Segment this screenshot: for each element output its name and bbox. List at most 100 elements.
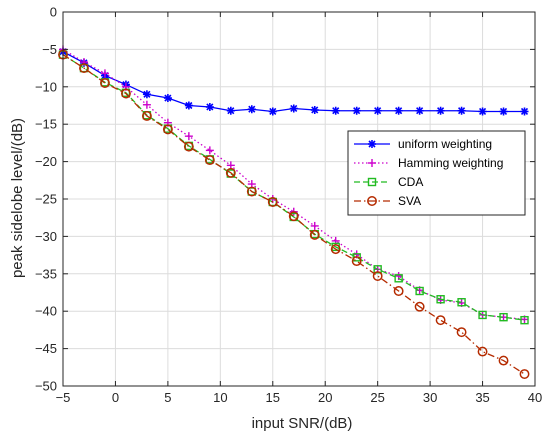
data-point [246, 186, 257, 197]
legend-box [347, 130, 526, 216]
x-tick-label: 30 [423, 390, 437, 405]
data-point [499, 107, 508, 116]
data-point [330, 244, 341, 255]
data-point [163, 94, 172, 103]
legend-label: Hamming weighting [398, 156, 503, 170]
data-point [435, 315, 446, 326]
data-point [268, 107, 277, 116]
y-tick-label: −15 [35, 117, 57, 132]
data-point [120, 88, 131, 99]
data-point [184, 101, 193, 110]
data-point [415, 106, 424, 115]
data-point-stroke [206, 103, 214, 111]
data-point [478, 310, 487, 320]
y-tick-label: −35 [35, 266, 57, 281]
x-tick-label: 20 [318, 390, 332, 405]
legend-marker [368, 140, 376, 148]
data-point [373, 106, 382, 115]
data-point [183, 141, 194, 152]
data-point-stroke [332, 107, 340, 115]
y-tick-label: −5 [42, 42, 57, 57]
data-point [520, 315, 529, 325]
data-point [247, 105, 256, 114]
data-point-stroke [269, 107, 277, 116]
data-point [415, 286, 424, 296]
y-tick-label: −25 [35, 192, 57, 207]
legend-marker [368, 159, 376, 167]
legend-marker [367, 177, 377, 187]
data-point [226, 106, 235, 115]
data-point-stroke [311, 106, 319, 114]
data-point [520, 107, 529, 116]
data-point-stroke [164, 94, 172, 102]
x-tick-label: 15 [266, 390, 280, 405]
data-point [142, 90, 151, 99]
data-point [267, 197, 278, 207]
data-point [394, 106, 403, 115]
data-point [436, 295, 445, 304]
data-point-stroke [143, 90, 151, 98]
data-point [436, 106, 445, 115]
series-layer [58, 45, 530, 379]
series-4 [58, 49, 530, 379]
data-point [498, 355, 509, 366]
data-point-stroke [227, 107, 235, 115]
y-tick-label: −10 [35, 79, 57, 94]
data-point [331, 106, 340, 115]
legend-item: SVA [354, 194, 421, 208]
x-tick-label: 40 [528, 390, 542, 405]
data-point [142, 100, 151, 109]
data-point [352, 106, 361, 115]
data-point [205, 102, 214, 111]
data-point [414, 301, 425, 312]
data-point-stroke [248, 105, 256, 113]
legend-label: SVA [398, 194, 421, 208]
y-tick-label: −45 [35, 341, 57, 356]
y-tick-label: 0 [50, 5, 57, 20]
x-tick-label: 10 [213, 390, 227, 405]
data-point-stroke [353, 107, 361, 115]
legend-marker [367, 196, 377, 206]
data-point-stroke [437, 107, 445, 115]
data-point [100, 69, 109, 78]
data-point [100, 78, 110, 89]
data-point-stroke [395, 107, 403, 115]
data-point [309, 229, 320, 240]
data-point-stroke [478, 107, 487, 116]
data-point [289, 104, 298, 113]
series-line [62, 54, 525, 321]
data-point [373, 265, 382, 274]
data-point [205, 146, 214, 155]
x-tick-label: 5 [164, 390, 171, 405]
data-point [310, 221, 319, 230]
data-point [519, 369, 530, 379]
y-tick-label: −20 [35, 154, 57, 169]
ticks: −5 0 5 10 15 20 25 30 35 400−5−10−15−20−25−30−35−… [35, 5, 542, 406]
data-point [352, 253, 361, 262]
legend-label: CDA [398, 175, 423, 189]
x-tick-label: −5 [56, 390, 71, 405]
data-point [456, 327, 467, 338]
x-tick-label: 25 [370, 390, 384, 405]
x-tick-label: 0 [112, 390, 119, 405]
y-tick-label: −50 [35, 379, 57, 394]
data-point-stroke [290, 104, 298, 113]
data-point-stroke [499, 107, 508, 116]
data-point-stroke [520, 107, 529, 116]
series-line [62, 51, 525, 113]
legend-marker-stroke [368, 140, 376, 148]
x-axis-label: input SNR/(dB) [252, 415, 353, 432]
data-point [478, 107, 487, 116]
data-point-stroke [416, 107, 424, 115]
data-point [79, 63, 89, 74]
data-point [477, 346, 488, 357]
data-point [457, 106, 466, 115]
data-point [499, 312, 508, 322]
data-point [393, 286, 404, 296]
data-point-stroke [185, 101, 193, 110]
y-tick-label: −30 [35, 229, 57, 244]
y-axis-label: peak sidelobe level/(dB) [9, 118, 26, 278]
data-point [162, 124, 173, 135]
data-point [184, 132, 193, 141]
data-point [394, 274, 403, 283]
